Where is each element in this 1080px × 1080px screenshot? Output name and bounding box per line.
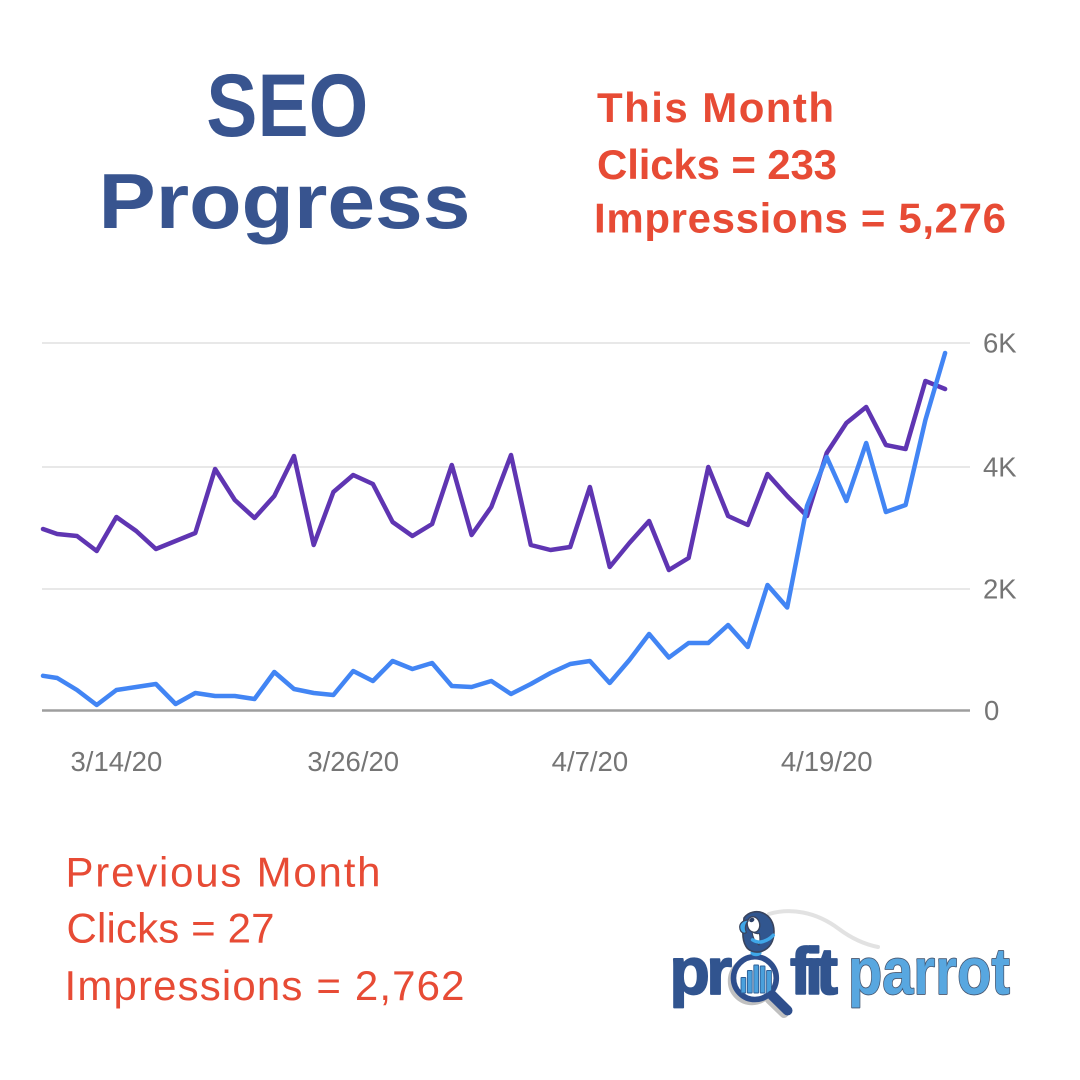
svg-text:0: 0 bbox=[984, 695, 999, 726]
svg-text:Previous Month: Previous Month bbox=[66, 848, 381, 895]
svg-text:4K: 4K bbox=[983, 452, 1017, 483]
svg-text:4/7/20: 4/7/20 bbox=[552, 746, 628, 777]
svg-text:3/26/20: 3/26/20 bbox=[307, 746, 399, 777]
svg-text:SEO: SEO bbox=[206, 56, 368, 155]
svg-text:Progress: Progress bbox=[99, 157, 471, 245]
svg-text:Impressions = 5,276: Impressions = 5,276 bbox=[594, 195, 1006, 242]
svg-text:4/19/20: 4/19/20 bbox=[781, 746, 873, 777]
svg-text:3/14/20: 3/14/20 bbox=[71, 746, 163, 777]
svg-text:This Month: This Month bbox=[597, 84, 834, 131]
svg-text:Clicks = 27: Clicks = 27 bbox=[67, 905, 275, 952]
svg-text:fit: fit bbox=[790, 934, 838, 1008]
svg-text:6K: 6K bbox=[983, 328, 1017, 359]
svg-text:parrot: parrot bbox=[848, 934, 1010, 1008]
svg-text:Impressions = 2,762: Impressions = 2,762 bbox=[65, 962, 465, 1009]
svg-text:2K: 2K bbox=[983, 574, 1017, 605]
svg-text:Clicks = 233: Clicks = 233 bbox=[597, 141, 837, 188]
svg-text:pr: pr bbox=[670, 934, 733, 1008]
